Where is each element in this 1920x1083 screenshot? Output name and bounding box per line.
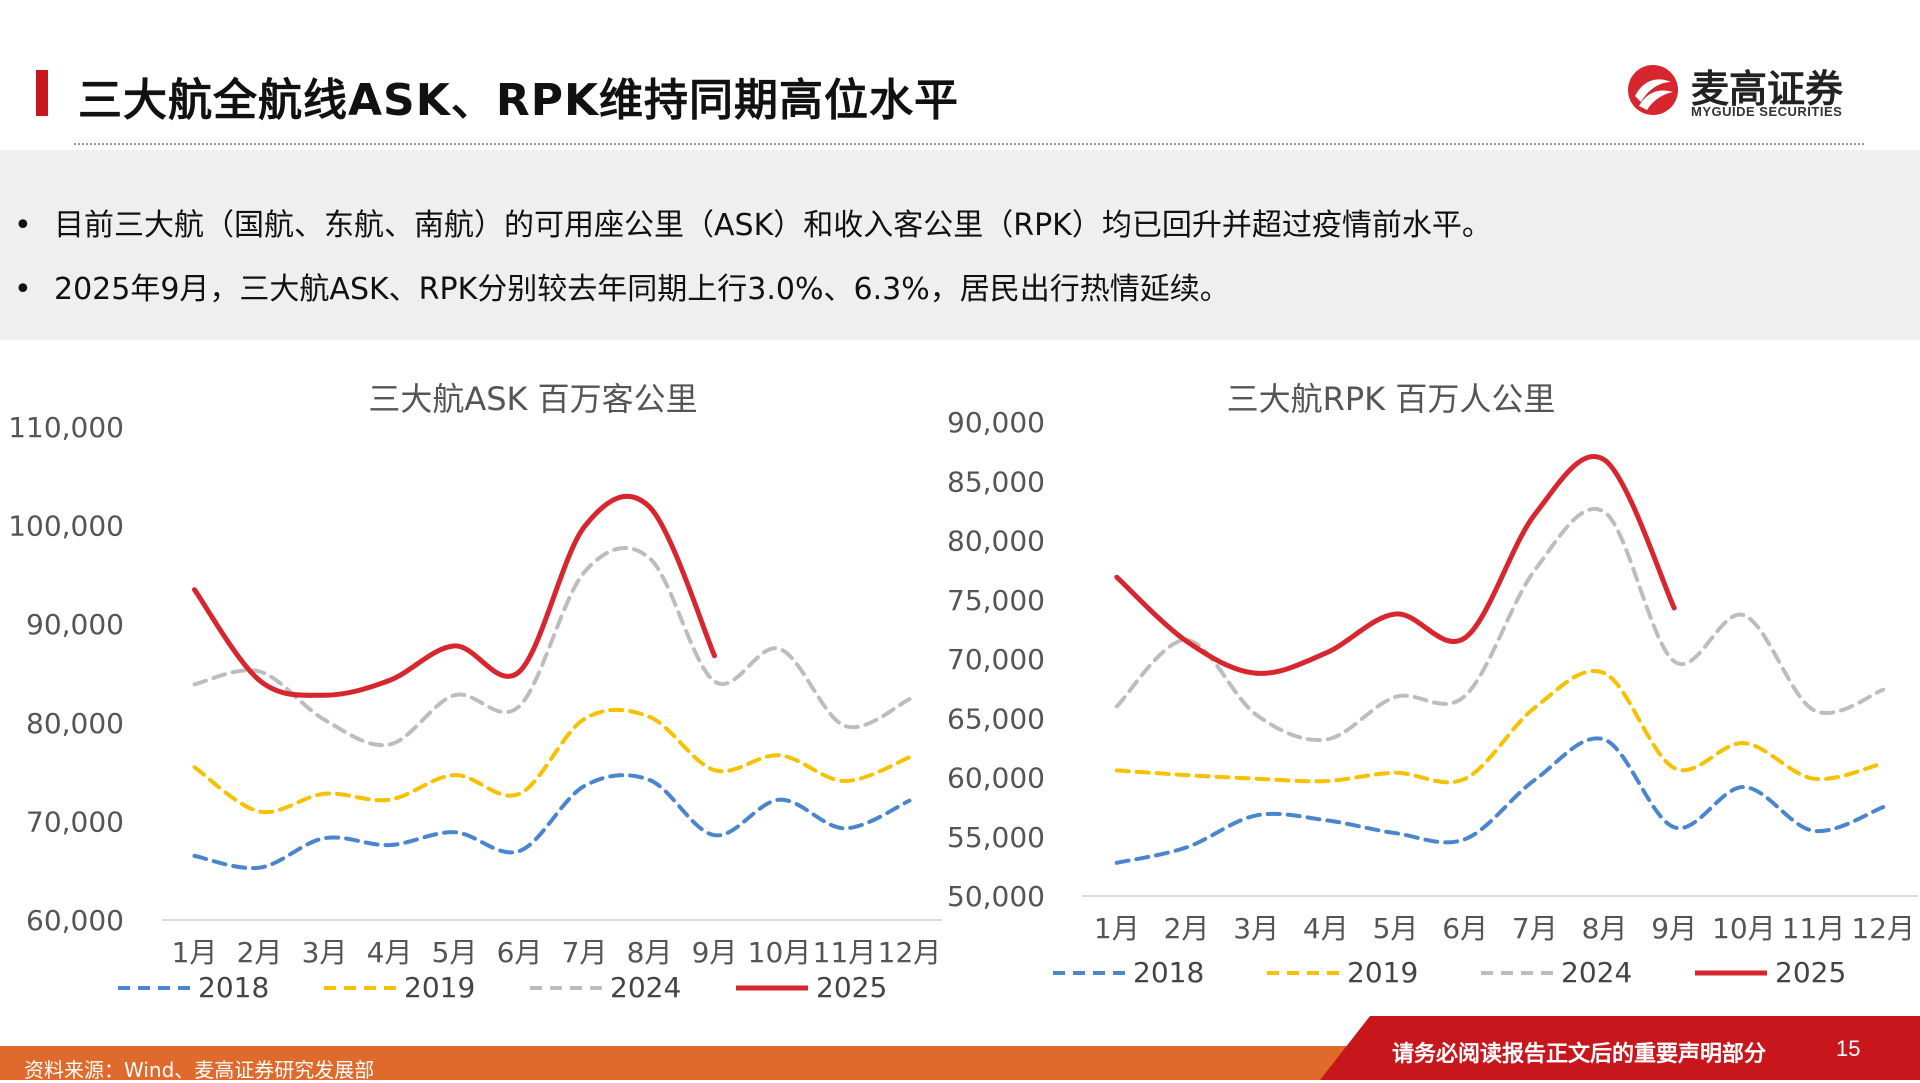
rpk-chart: 三大航RPK 百万人公里 50,000 55,000 60,000 65,000 70,0… (935, 370, 1920, 1010)
ask-chart-x-tick-label: 7月 (562, 936, 608, 969)
rpk-chart-y-tick-label: 75,000 (947, 584, 1045, 617)
logo: 麦高证券 MYGUIDE SECURITIES (1625, 58, 1885, 128)
rpk-chart-series-line-2019 (1114, 669, 1886, 785)
ask-chart-x-tick-label: 2月 (237, 936, 283, 969)
bullet-dot-icon: • (14, 208, 32, 243)
rpk-chart-x-tick-label: 5月 (1373, 912, 1419, 945)
rpk-chart-x-tick-label: 6月 (1442, 912, 1488, 945)
rpk-chart-y-tick-label: 60,000 (947, 762, 1045, 795)
rpk-chart-title: 三大航RPK 百万人公里 (1227, 380, 1556, 418)
logo-name: 麦高证券 (1691, 67, 1844, 111)
ask-chart-y-tick-label: 100,000 (8, 510, 124, 543)
page-title: 三大航全航线ASK、RPK维持同期高位水平 (78, 75, 960, 126)
rpk-chart-x-tick-label: 4月 (1303, 912, 1349, 945)
rpk-chart-x-tick-label: 3月 (1233, 912, 1279, 945)
ask-chart: 三大航ASK 百万客公里 60,000 70,000 80,000 90,000 100,… (0, 370, 942, 1010)
ask-chart-legend-label: 2019 (404, 971, 475, 1004)
summary-bullet: • 目前三大航（国航、东航、南航）的可用座公里（ASK）和收入客公里（RPK）均已… (14, 200, 1492, 244)
rpk-chart-x-tick-label: 10月 (1712, 912, 1776, 945)
source-note: 资料来源：Wind、麦高证券研究发展部 (24, 1058, 375, 1082)
ask-chart-x-tick-label: 9月 (692, 936, 738, 969)
summary-box: • 目前三大航（国航、东航、南航）的可用座公里（ASK）和收入客公里（RPK）均已… (0, 150, 1920, 340)
rpk-chart-y-tick-label: 50,000 (947, 880, 1045, 913)
ask-chart-series-line-2018 (192, 773, 912, 871)
rpk-chart-x-tick-label: 2月 (1164, 912, 1210, 945)
ask-chart-y-tick-label: 60,000 (26, 904, 124, 937)
rpk-chart-x-tick-label: 1月 (1094, 912, 1140, 945)
rpk-chart-series-line-2025 (1114, 454, 1677, 676)
bullet-dot-icon: • (14, 272, 32, 307)
header-divider (74, 143, 1864, 145)
summary-bullet: • 2025年9月，三大航ASK、RPK分别较去年同期上行3.0%、6.3%，居民… (14, 264, 1230, 308)
ask-chart-x-tick-label: 12月 (878, 936, 942, 969)
rpk-chart-x-tick-label: 12月 (1851, 912, 1915, 945)
rpk-chart-legend-label: 2024 (1561, 956, 1632, 989)
ask-chart-series-line-2024 (192, 546, 912, 748)
rpk-chart-y-tick-label: 90,000 (947, 406, 1045, 439)
rpk-chart-svg: 三大航RPK 百万人公里 50,000 55,000 60,000 65,000 70,0… (947, 380, 1918, 989)
summary-bullet-text: 2025年9月，三大航ASK、RPK分别较去年同期上行3.0%、6.3%，居民出… (54, 272, 1230, 307)
ask-chart-y-tick-label: 90,000 (26, 608, 124, 641)
rpk-chart-x-tick-label: 9月 (1651, 912, 1697, 945)
ask-chart-x-tick-label: 1月 (172, 936, 218, 969)
ask-chart-legend-label: 2025 (816, 971, 887, 1004)
rpk-chart-legend-label: 2018 (1133, 956, 1204, 989)
ask-chart-x-tick-label: 8月 (627, 936, 673, 969)
rpk-chart-legend-label: 2025 (1775, 956, 1846, 989)
rpk-chart-y-tick-label: 55,000 (947, 821, 1045, 854)
title-accent-bar (36, 70, 48, 116)
ask-chart-x-tick-label: 10月 (748, 936, 812, 969)
page-number: 15 (1836, 1036, 1861, 1061)
ask-chart-x-tick-label: 3月 (302, 936, 348, 969)
ask-chart-y-tick-label: 70,000 (26, 805, 124, 838)
ask-chart-x-tick-label: 4月 (367, 936, 413, 969)
ask-chart-series-line-2019 (192, 707, 912, 815)
ask-chart-x-tick-label: 5月 (432, 936, 478, 969)
ask-chart-y-tick-label: 110,000 (8, 411, 124, 444)
rpk-chart-x-tick-label: 7月 (1512, 912, 1558, 945)
ask-chart-y-tick-label: 80,000 (26, 707, 124, 740)
logo-subtitle: MYGUIDE SECURITIES (1691, 104, 1843, 119)
rpk-chart-y-tick-label: 70,000 (947, 643, 1045, 676)
rpk-chart-y-tick-label: 80,000 (947, 525, 1045, 558)
ask-chart-series-line-2025 (192, 493, 717, 698)
footer-notice-panel (1320, 1016, 1920, 1080)
logo-mark-icon (1628, 65, 1678, 115)
ask-chart-legend-label: 2018 (198, 971, 269, 1004)
ask-chart-svg: 三大航ASK 百万客公里 60,000 70,000 80,000 90,000 100,… (8, 380, 942, 1004)
ask-chart-x-tick-label: 11月 (813, 936, 877, 969)
rpk-chart-legend-label: 2019 (1347, 956, 1418, 989)
ask-chart-legend-label: 2024 (610, 971, 681, 1004)
rpk-chart-x-tick-label: 8月 (1582, 912, 1628, 945)
rpk-chart-y-tick-label: 85,000 (947, 465, 1045, 498)
rpk-chart-series-line-2024 (1114, 507, 1886, 743)
summary-bullet-text: 目前三大航（国航、东航、南航）的可用座公里（ASK）和收入客公里（RPK）均已回… (54, 208, 1492, 243)
rpk-chart-y-tick-label: 65,000 (947, 702, 1045, 735)
rpk-chart-series-line-2018 (1114, 736, 1886, 865)
ask-chart-x-tick-label: 6月 (497, 936, 543, 969)
disclaimer-notice: 请务必阅读报告正文后的重要声明部分 (1392, 1042, 1767, 1067)
rpk-chart-x-tick-label: 11月 (1782, 912, 1846, 945)
ask-chart-title: 三大航ASK 百万客公里 (368, 380, 697, 418)
